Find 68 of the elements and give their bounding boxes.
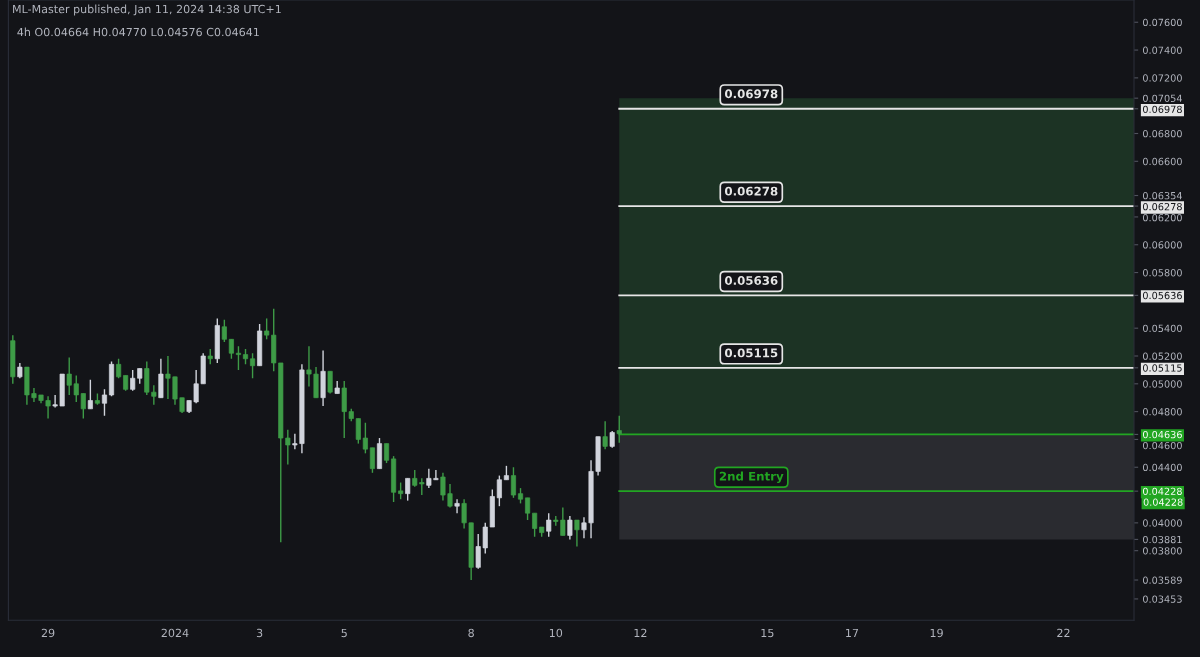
candlestick <box>264 317 270 341</box>
candlestick <box>525 497 531 521</box>
y-tick-label: 0.04000 <box>1142 519 1182 527</box>
candlestick <box>602 420 608 450</box>
y-tick-label: 0.05115 <box>1142 364 1182 372</box>
chart-title: ML-Master published, Jan 11, 2024 14:38 UTC+1 <box>13 4 281 16</box>
y-tick-label: 0.06354 <box>1142 192 1182 200</box>
y-tick-label: 0.04228 <box>1142 487 1182 495</box>
y-tick-label: 0.05636 <box>1142 291 1182 300</box>
ref-line-label: 2nd Entry <box>719 471 784 484</box>
y-tick-label: 0.07600 <box>1142 18 1182 27</box>
candlestick <box>87 378 93 410</box>
y-tick-label: 0.03800 <box>1142 547 1182 555</box>
y-tick-label: 0.07400 <box>1142 46 1182 54</box>
candlestick <box>574 519 580 548</box>
y-tick-label: 0.06000 <box>1142 241 1182 249</box>
x-tick-label: 5 <box>341 628 347 638</box>
y-tick-label: 0.05000 <box>1142 380 1182 388</box>
x-tick-label: 19 <box>930 628 943 638</box>
candlestick <box>532 512 538 538</box>
candlestick <box>235 345 241 371</box>
y-tick-label: 0.06978 <box>1142 105 1182 114</box>
y-tick-label: 0.03453 <box>1142 595 1182 603</box>
candlestick <box>158 358 164 399</box>
candlestick <box>546 512 552 538</box>
y-tick-label: 0.04600 <box>1142 441 1182 450</box>
candlestick <box>327 370 333 395</box>
candlestick <box>369 447 375 474</box>
candlestick <box>362 422 368 455</box>
y-tick-label: 0.05400 <box>1142 324 1182 333</box>
candlestick <box>101 388 108 417</box>
candlestick <box>221 319 227 343</box>
candlestick <box>510 466 516 499</box>
x-tick-label: 12 <box>634 628 647 637</box>
candlestick <box>228 338 234 360</box>
y-tick-label: 0.04636 <box>1142 430 1182 439</box>
y-tick-label: 0.06800 <box>1142 129 1182 138</box>
candlestick <box>616 415 622 444</box>
y-tick-label: 0.06278 <box>1142 203 1182 211</box>
y-tick-label: 0.03881 <box>1142 535 1182 544</box>
x-tick-label: 29 <box>41 628 55 638</box>
y-tick-label: 0.05200 <box>1142 352 1182 360</box>
text: 4h O0.04664 H0.04770 L0.04576 C0.04641 <box>17 27 259 37</box>
x-tick-label: 2024 <box>161 628 189 638</box>
y-tick-label: 0.03589 <box>1142 576 1182 584</box>
y-tick-label: 0.06600 <box>1142 157 1182 166</box>
x-tick-label: 22 <box>1057 628 1070 637</box>
candlestick <box>496 474 502 507</box>
x-tick-label: 10 <box>549 628 563 638</box>
x-tick-label: 17 <box>846 628 859 637</box>
candlestick <box>250 352 256 379</box>
y-tick-label: 0.07200 <box>1142 74 1182 82</box>
candlestick <box>405 477 411 502</box>
x-tick-label: 3 <box>256 628 263 638</box>
candlestick <box>454 498 460 514</box>
candlestick <box>567 515 573 541</box>
ref-line-label: 0.06978 <box>724 89 778 99</box>
ref-line-label: 0.05636 <box>724 275 778 285</box>
y-tick-label: 0.06200 <box>1142 214 1182 222</box>
y-tick-label: 0.04800 <box>1142 408 1182 416</box>
ref-line-label: 0.06278 <box>724 186 778 196</box>
x-tick-label: 8 <box>468 628 474 638</box>
y-tick-label: 0.05800 <box>1142 269 1182 277</box>
y-tick-label: 0.04400 <box>1142 463 1182 472</box>
candlestick <box>384 442 390 464</box>
y-tick-label: 0.07054 <box>1142 94 1182 103</box>
x-tick-label: 15 <box>761 628 774 638</box>
ref-line-label: 0.05115 <box>724 348 778 358</box>
